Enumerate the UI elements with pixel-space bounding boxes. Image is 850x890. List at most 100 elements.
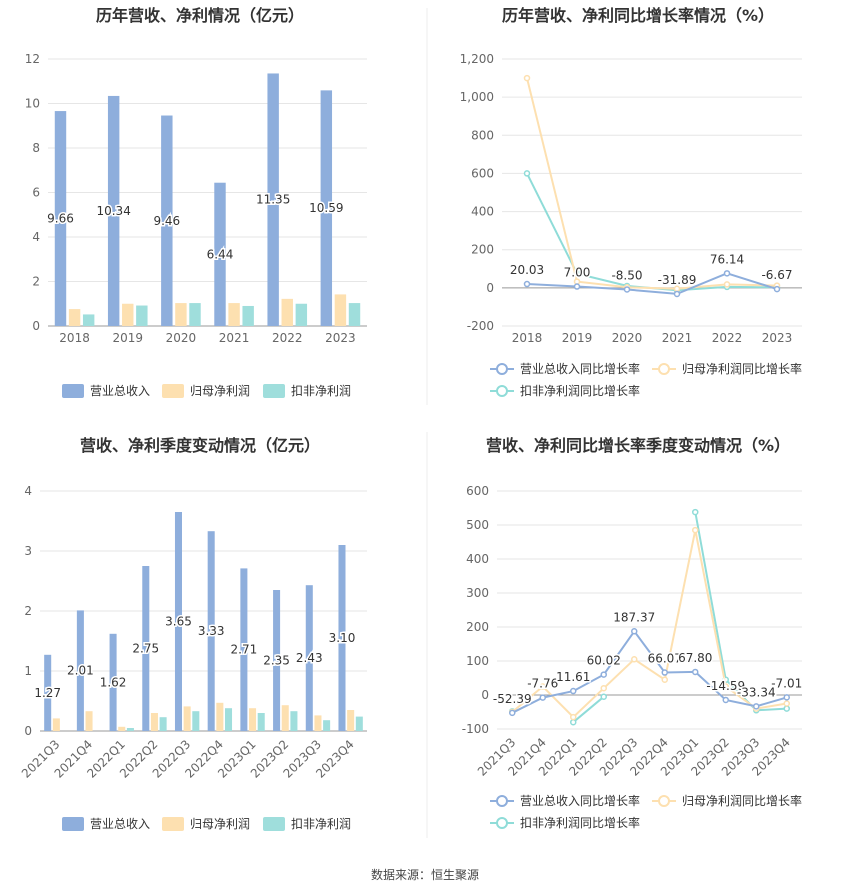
bar-netprofit: [281, 705, 289, 731]
bar-revenue: [174, 512, 182, 731]
y-tick-label: 100: [466, 654, 489, 668]
bar-netprofit: [52, 718, 60, 731]
y-tick-label: 2: [24, 604, 32, 618]
data-label: 7.00: [564, 266, 591, 280]
bar-netprofit: [281, 298, 293, 326]
data-label: -8.50: [611, 268, 642, 282]
bar-deducted: [136, 305, 148, 326]
data-point-deducted: [523, 170, 531, 177]
bar-netprofit: [68, 309, 81, 326]
legend-swatch-deducted: [263, 817, 285, 831]
bar-revenue: [338, 545, 346, 731]
x-tick-label: 2021: [662, 331, 693, 345]
y-tick-label: 10: [25, 97, 40, 111]
legend-label: 营业总收入同比增长率: [520, 793, 640, 808]
y-tick-label: 0: [486, 281, 494, 295]
legend-label: 扣非净利润: [291, 817, 351, 831]
data-label: 1.27: [34, 686, 61, 700]
series-line-deducted: [572, 511, 787, 723]
y-tick-label: 12: [25, 52, 40, 66]
data-label: 1.62: [100, 675, 127, 689]
bar-revenue: [240, 568, 248, 731]
legend-label: 扣非净利润同比增长率: [520, 815, 640, 830]
bar-deducted: [257, 713, 265, 731]
data-point-netprofit: [523, 74, 531, 82]
data-point-netprofit: [570, 713, 577, 721]
bar-netprofit: [85, 711, 93, 731]
data-label: 2.71: [231, 643, 258, 657]
legend-marker-deducted: [496, 385, 508, 397]
data-label: 9.46: [153, 214, 180, 228]
data-point-revenue: [509, 709, 516, 717]
data-label: 2.43: [296, 651, 323, 665]
data-point-netprofit: [661, 676, 668, 683]
bar-revenue: [320, 90, 333, 326]
data-label: 3.65: [165, 615, 192, 629]
data-point-revenue: [523, 280, 531, 288]
data-label: -31.89: [658, 273, 697, 287]
data-label: 3.33: [198, 624, 225, 638]
data-point-revenue: [600, 671, 607, 678]
x-tick-label: 2020: [166, 331, 197, 345]
legend-label: 归母净利润同比增长率: [682, 361, 802, 376]
y-tick-label: 1,000: [460, 90, 494, 104]
chart-title: 营收、净利季度变动情况（亿元）: [80, 436, 320, 455]
data-point-netprofit: [673, 285, 681, 293]
series-line-netprofit: [526, 77, 778, 290]
bar-deducted: [242, 305, 254, 326]
bar-netprofit: [249, 708, 257, 731]
bar-deducted: [189, 303, 201, 326]
data-label: 76.14: [710, 252, 744, 266]
legend-label: 营业总收入同比增长率: [520, 361, 640, 376]
legend-marker-revenue: [496, 363, 508, 375]
legend-swatch-netprofit: [162, 384, 184, 398]
bar-netprofit: [314, 715, 322, 731]
quarterly-revenue-profit-bar-chart: 营收、净利季度变动情况（亿元） 012342021Q32021Q42022Q12…: [19, 436, 367, 831]
data-point-revenue: [573, 283, 581, 290]
y-tick-label: 1,200: [460, 52, 494, 66]
data-point-deducted: [783, 705, 790, 712]
data-label: 66.07: [648, 652, 682, 666]
annual-growth-rate-line-chart: 历年营收、净利同比增长率情况（%） -200 0 200 400 600 800 1,000…: [460, 6, 802, 398]
x-tick-label: 2019: [562, 331, 593, 345]
y-tick-label: 1: [24, 664, 32, 678]
data-point-netprofit: [723, 281, 731, 288]
data-label: 11.35: [256, 193, 290, 207]
data-point-netprofit: [722, 683, 729, 690]
data-label: 67.80: [678, 651, 712, 665]
data-point-netprofit: [600, 684, 607, 692]
y-tick-label: 8: [32, 141, 40, 155]
y-tick-label: 600: [471, 166, 494, 180]
y-tick-label: 200: [466, 620, 489, 634]
data-label: -52.39: [493, 692, 532, 706]
data-point-netprofit: [539, 683, 546, 690]
legend-label: 营业总收入: [90, 817, 150, 831]
data-point-revenue: [783, 694, 790, 701]
legend-label: 扣非净利润同比增长率: [520, 383, 640, 398]
data-point-revenue: [631, 628, 638, 635]
bar-deducted: [355, 716, 363, 731]
y-tick-label: 6: [32, 186, 40, 200]
y-tick-label: 4: [24, 484, 32, 498]
bar-deducted: [126, 728, 134, 731]
x-tick-label: 2018: [59, 331, 90, 345]
series-line-revenue: [511, 629, 788, 714]
x-tick-label: 2020: [612, 331, 643, 345]
legend-swatch-netprofit: [162, 817, 184, 831]
data-label: 60.02: [587, 654, 621, 668]
legend-marker-deducted: [496, 817, 508, 829]
bar-netprofit: [122, 303, 134, 326]
data-point-revenue: [773, 285, 781, 293]
data-point-revenue: [723, 270, 731, 277]
data-point-netprofit: [692, 526, 699, 534]
bar-deducted: [192, 711, 200, 731]
data-point-deducted: [600, 693, 607, 700]
bar-revenue: [207, 531, 215, 731]
bar-revenue: [109, 633, 117, 731]
y-tick-label: -100: [462, 722, 489, 736]
y-tick-label: 3: [24, 544, 32, 558]
data-label: 20.03: [510, 263, 544, 277]
chart-title: 历年营收、净利情况（亿元）: [96, 6, 304, 25]
y-tick-label: 300: [466, 586, 489, 600]
legend-swatch-revenue: [62, 384, 84, 398]
